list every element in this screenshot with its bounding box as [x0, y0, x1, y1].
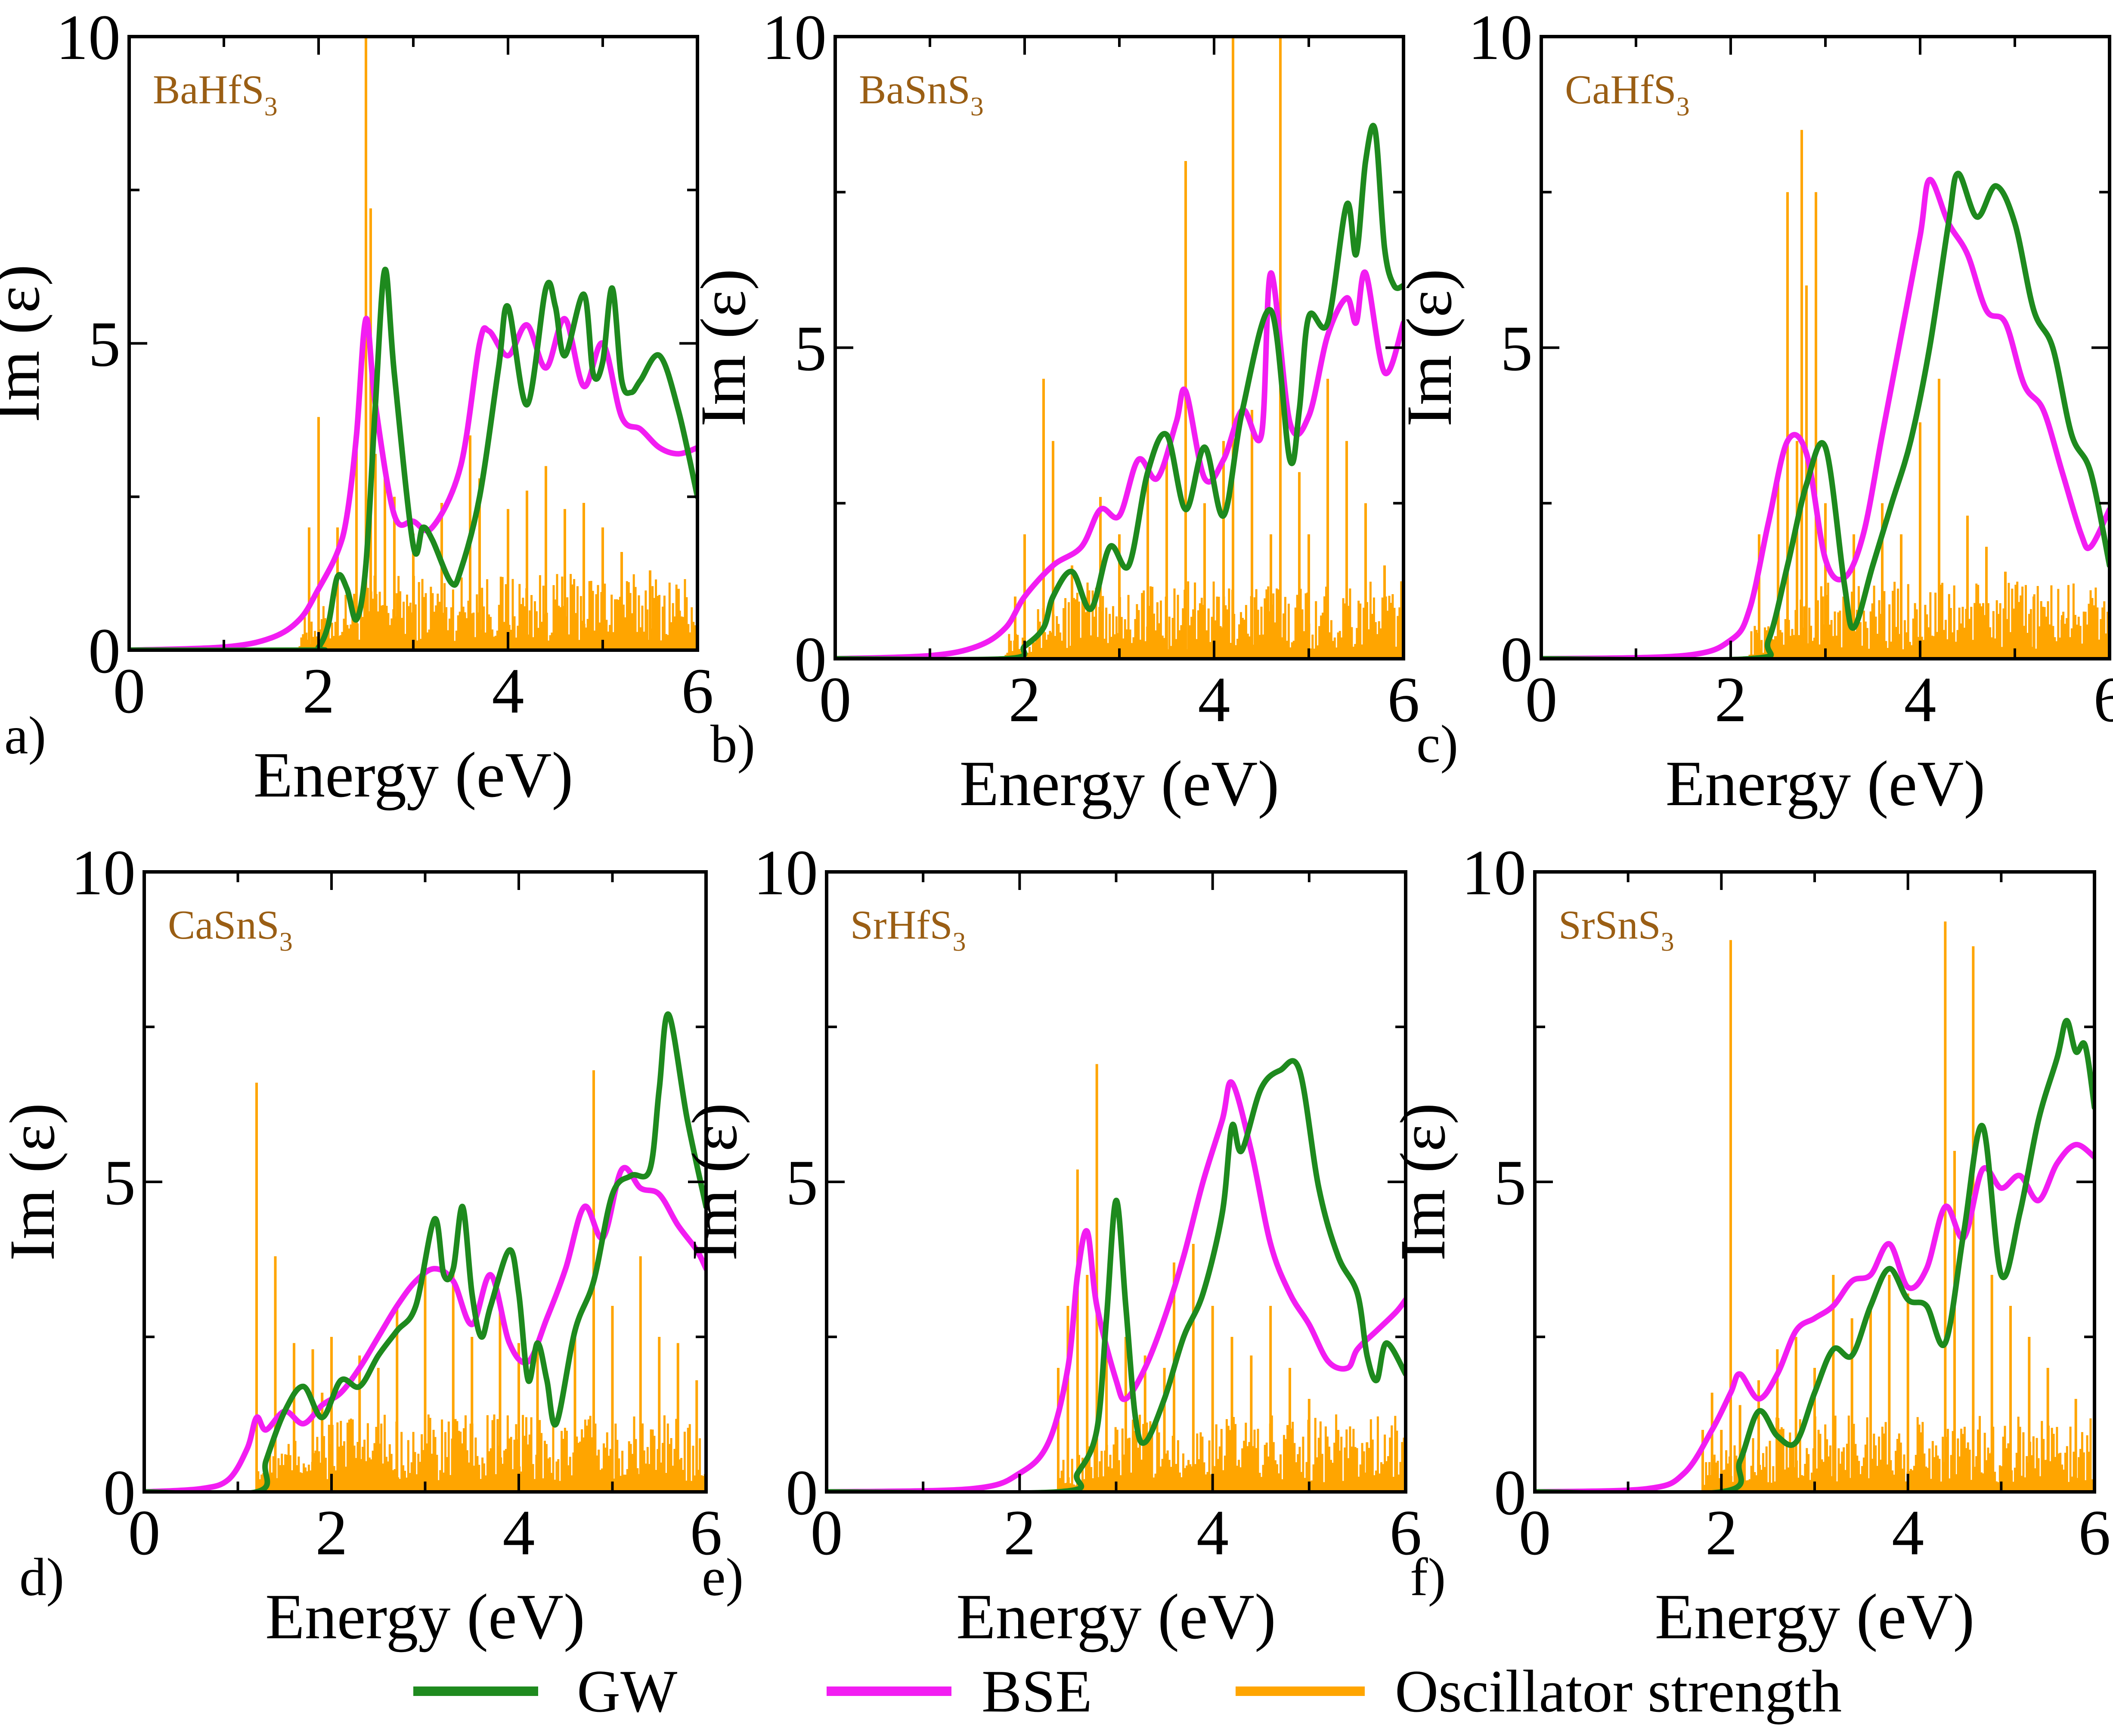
x-axis-label: Energy (eV) — [254, 739, 573, 811]
panel-c: 0 2 4 6 0 5 10 Energy (eV) Im (ε) c) CaHfS3 — [1394, 2, 2113, 819]
x-tick-label: 4 — [1198, 664, 1230, 735]
bse-series — [835, 269, 1404, 659]
bse-series — [1541, 177, 2110, 659]
gw-series — [835, 123, 1404, 659]
y-tick-label: 5 — [786, 1147, 818, 1218]
bse-series — [827, 1079, 1406, 1492]
legend: GW BSE Oscillator strength — [413, 1658, 1842, 1725]
panel-d: 0 2 4 6 0 5 10 Energy (eV) Im (ε) d) CaSnS3 — [0, 837, 722, 1652]
y-tick-label: 5 — [1500, 313, 1533, 384]
y-tick-label: 10 — [1462, 837, 1526, 908]
y-tick-label: 0 — [103, 1457, 136, 1528]
x-tick-label: 0 — [811, 1497, 843, 1569]
oscillator-background — [1748, 581, 2110, 659]
panel-a: 0 2 4 6 0 5 10 Energy (eV) Im (ε) a) BaHfS3 — [0, 2, 714, 811]
compound-label: CaHfS3 — [1565, 67, 1690, 121]
y-tick-label: 5 — [1494, 1147, 1526, 1218]
x-tick-label: 6 — [1388, 664, 1420, 735]
panel-f: 0 2 4 6 0 5 10 Energy (eV) Im (ε) f) SrSnS3 — [1387, 837, 2111, 1652]
y-tick-label: 10 — [56, 2, 121, 73]
bse-series — [144, 1165, 706, 1492]
oscillator-strength-series — [1748, 130, 2110, 659]
gw-series — [827, 1058, 1406, 1492]
x-tick-label: 0 — [1525, 664, 1558, 735]
oscillator-background — [255, 1414, 706, 1492]
legend-label-bse: BSE — [982, 1658, 1092, 1725]
x-axis-label: Energy (eV) — [956, 1581, 1276, 1652]
x-tick-label: 6 — [2079, 1497, 2111, 1569]
compound-label: SrSnS3 — [1558, 902, 1674, 957]
y-axis-label: Im (ε) — [0, 264, 53, 422]
x-axis-label: Energy (eV) — [265, 1581, 585, 1652]
compound-label: BaSnS3 — [859, 67, 984, 121]
bse-series — [1535, 1142, 2094, 1492]
panel-letter: b) — [710, 715, 755, 774]
x-tick-label: 4 — [503, 1497, 535, 1569]
compound-label: BaHfS3 — [153, 67, 278, 121]
x-axis-label: Energy (eV) — [1655, 1581, 1975, 1652]
panel-letter: a) — [4, 706, 46, 766]
y-tick-label: 0 — [786, 1457, 818, 1528]
oscillator-strength-series — [1701, 921, 2094, 1492]
x-tick-label: 6 — [682, 655, 714, 727]
y-tick-label: 5 — [794, 313, 827, 384]
legend-label-oscillator-strength: Oscillator strength — [1395, 1658, 1842, 1725]
y-tick-label: 10 — [71, 837, 136, 908]
oscillator-strength-series — [1004, 37, 1404, 659]
y-tick-label: 0 — [1500, 624, 1533, 695]
legend-label-gw: GW — [577, 1658, 677, 1725]
gw-series — [144, 1011, 706, 1492]
x-tick-label: 2 — [316, 1497, 348, 1569]
x-tick-label: 4 — [1892, 1497, 1924, 1569]
y-axis-label: Im (ε) — [0, 1103, 68, 1261]
panel-letter: f) — [1410, 1548, 1446, 1607]
x-axis-label: Energy (eV) — [1666, 748, 1986, 819]
y-tick-label: 0 — [88, 615, 121, 687]
x-tick-label: 6 — [2094, 664, 2113, 735]
y-tick-label: 10 — [753, 837, 818, 908]
bse-series — [129, 316, 697, 650]
x-tick-label: 2 — [1705, 1497, 1738, 1569]
compound-label: CaSnS3 — [168, 902, 293, 957]
x-tick-label: 0 — [113, 655, 146, 727]
y-tick-label: 0 — [794, 624, 827, 695]
y-axis-label: Im (ε) — [1387, 1103, 1459, 1261]
x-axis-label: Energy (eV) — [960, 748, 1280, 819]
x-tick-label: 0 — [1519, 1497, 1551, 1569]
x-tick-label: 4 — [492, 655, 524, 727]
gw-series — [1535, 1018, 2094, 1492]
y-axis-label: Im (ε) — [688, 269, 759, 427]
compound-label: SrHfS3 — [850, 902, 966, 957]
panel-letter: c) — [1416, 715, 1458, 774]
y-tick-label: 10 — [1468, 2, 1533, 73]
y-axis-label: Im (ε) — [679, 1103, 750, 1261]
x-tick-label: 2 — [1715, 664, 1747, 735]
x-tick-label: 2 — [1009, 664, 1041, 735]
panel-b: 0 2 4 6 0 5 10 Energy (eV) Im (ε) b) BaSnS3 — [688, 2, 1420, 819]
y-tick-label: 0 — [1494, 1457, 1526, 1528]
x-tick-label: 0 — [128, 1497, 161, 1569]
panel-letter: d) — [19, 1548, 64, 1607]
x-tick-label: 4 — [1196, 1497, 1229, 1569]
x-tick-label: 2 — [1004, 1497, 1036, 1569]
x-tick-label: 4 — [1904, 664, 1936, 735]
x-tick-label: 0 — [819, 664, 852, 735]
y-tick-label: 5 — [103, 1147, 136, 1218]
x-tick-label: 6 — [1390, 1497, 1422, 1569]
gw-series — [129, 267, 697, 650]
gw-series — [1541, 170, 2110, 659]
oscillator-strength-series — [298, 37, 697, 650]
x-tick-label: 6 — [690, 1497, 722, 1569]
x-tick-label: 2 — [303, 655, 335, 727]
y-axis-label: Im (ε) — [1394, 269, 1465, 427]
y-tick-label: 5 — [88, 309, 121, 380]
oscillator-background — [1701, 1415, 2094, 1492]
oscillator-strength-series — [255, 1070, 706, 1492]
y-tick-label: 10 — [762, 2, 827, 73]
panel-letter: e) — [702, 1548, 744, 1607]
